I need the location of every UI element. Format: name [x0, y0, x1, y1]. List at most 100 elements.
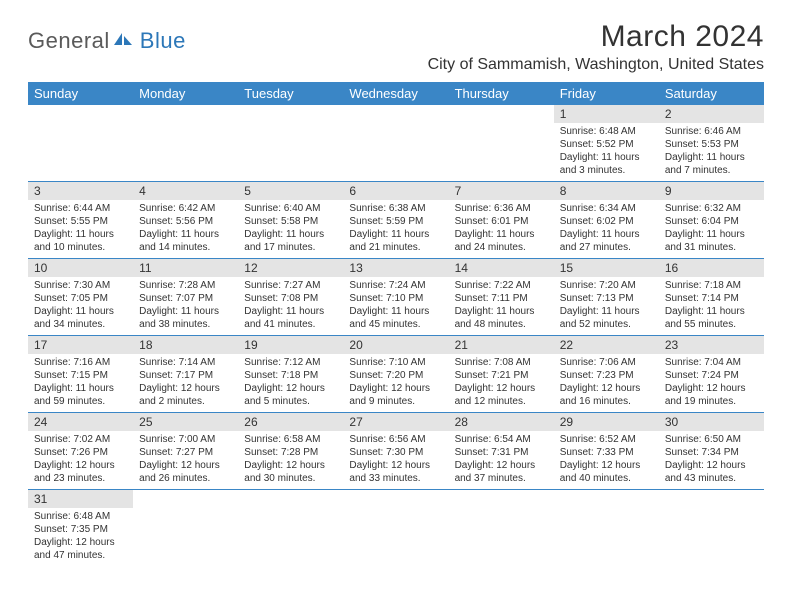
day-details: Sunrise: 6:44 AMSunset: 5:55 PMDaylight:…	[28, 200, 133, 258]
weekday-header: Sunday	[28, 82, 133, 105]
day-number: 25	[133, 413, 238, 431]
day-details: Sunrise: 7:27 AMSunset: 7:08 PMDaylight:…	[238, 277, 343, 335]
calendar-cell	[238, 490, 343, 567]
calendar-cell: 20Sunrise: 7:10 AMSunset: 7:20 PMDayligh…	[343, 336, 448, 413]
calendar-cell: 2Sunrise: 6:46 AMSunset: 5:53 PMDaylight…	[659, 105, 764, 182]
calendar-cell: 25Sunrise: 7:00 AMSunset: 7:27 PMDayligh…	[133, 413, 238, 490]
day-details: Sunrise: 7:28 AMSunset: 7:07 PMDaylight:…	[133, 277, 238, 335]
day-details: Sunrise: 7:04 AMSunset: 7:24 PMDaylight:…	[659, 354, 764, 412]
calendar-cell: 26Sunrise: 6:58 AMSunset: 7:28 PMDayligh…	[238, 413, 343, 490]
day-number: 13	[343, 259, 448, 277]
calendar-cell: 21Sunrise: 7:08 AMSunset: 7:21 PMDayligh…	[449, 336, 554, 413]
calendar-cell: 3Sunrise: 6:44 AMSunset: 5:55 PMDaylight…	[28, 182, 133, 259]
day-number: 29	[554, 413, 659, 431]
day-details: Sunrise: 6:36 AMSunset: 6:01 PMDaylight:…	[449, 200, 554, 258]
calendar-cell: 29Sunrise: 6:52 AMSunset: 7:33 PMDayligh…	[554, 413, 659, 490]
calendar-cell: 22Sunrise: 7:06 AMSunset: 7:23 PMDayligh…	[554, 336, 659, 413]
calendar-cell: 13Sunrise: 7:24 AMSunset: 7:10 PMDayligh…	[343, 259, 448, 336]
day-number: 16	[659, 259, 764, 277]
day-number: 22	[554, 336, 659, 354]
day-details: Sunrise: 7:10 AMSunset: 7:20 PMDaylight:…	[343, 354, 448, 412]
calendar-cell: 30Sunrise: 6:50 AMSunset: 7:34 PMDayligh…	[659, 413, 764, 490]
day-details: Sunrise: 7:14 AMSunset: 7:17 PMDaylight:…	[133, 354, 238, 412]
calendar-cell	[659, 490, 764, 567]
title-block: March 2024 City of Sammamish, Washington…	[428, 20, 764, 74]
calendar-cell: 8Sunrise: 6:34 AMSunset: 6:02 PMDaylight…	[554, 182, 659, 259]
header: General Blue March 2024 City of Sammamis…	[28, 20, 764, 74]
day-number: 4	[133, 182, 238, 200]
calendar-cell: 16Sunrise: 7:18 AMSunset: 7:14 PMDayligh…	[659, 259, 764, 336]
day-number: 30	[659, 413, 764, 431]
day-number: 12	[238, 259, 343, 277]
calendar-cell: 24Sunrise: 7:02 AMSunset: 7:26 PMDayligh…	[28, 413, 133, 490]
weekday-header: Friday	[554, 82, 659, 105]
day-details: Sunrise: 6:54 AMSunset: 7:31 PMDaylight:…	[449, 431, 554, 489]
day-details: Sunrise: 7:12 AMSunset: 7:18 PMDaylight:…	[238, 354, 343, 412]
calendar-cell: 6Sunrise: 6:38 AMSunset: 5:59 PMDaylight…	[343, 182, 448, 259]
day-details: Sunrise: 6:48 AMSunset: 5:52 PMDaylight:…	[554, 123, 659, 181]
day-details: Sunrise: 7:24 AMSunset: 7:10 PMDaylight:…	[343, 277, 448, 335]
calendar-cell	[449, 105, 554, 182]
calendar-cell: 9Sunrise: 6:32 AMSunset: 6:04 PMDaylight…	[659, 182, 764, 259]
calendar-table: Sunday Monday Tuesday Wednesday Thursday…	[28, 82, 764, 566]
day-number: 6	[343, 182, 448, 200]
calendar-cell	[133, 105, 238, 182]
day-number: 7	[449, 182, 554, 200]
day-number: 9	[659, 182, 764, 200]
day-details: Sunrise: 7:20 AMSunset: 7:13 PMDaylight:…	[554, 277, 659, 335]
day-number: 1	[554, 105, 659, 123]
calendar-cell: 12Sunrise: 7:27 AMSunset: 7:08 PMDayligh…	[238, 259, 343, 336]
calendar-cell	[343, 105, 448, 182]
calendar-cell: 19Sunrise: 7:12 AMSunset: 7:18 PMDayligh…	[238, 336, 343, 413]
calendar-cell	[449, 490, 554, 567]
day-number: 18	[133, 336, 238, 354]
day-number: 10	[28, 259, 133, 277]
calendar-cell: 7Sunrise: 6:36 AMSunset: 6:01 PMDaylight…	[449, 182, 554, 259]
sail-icon	[112, 31, 136, 47]
month-title: March 2024	[428, 20, 764, 54]
day-details: Sunrise: 6:50 AMSunset: 7:34 PMDaylight:…	[659, 431, 764, 489]
day-number: 8	[554, 182, 659, 200]
calendar-week-row: 1Sunrise: 6:48 AMSunset: 5:52 PMDaylight…	[28, 105, 764, 182]
calendar-cell	[238, 105, 343, 182]
calendar-cell: 11Sunrise: 7:28 AMSunset: 7:07 PMDayligh…	[133, 259, 238, 336]
day-number: 15	[554, 259, 659, 277]
calendar-week-row: 24Sunrise: 7:02 AMSunset: 7:26 PMDayligh…	[28, 413, 764, 490]
calendar-cell: 4Sunrise: 6:42 AMSunset: 5:56 PMDaylight…	[133, 182, 238, 259]
day-number: 21	[449, 336, 554, 354]
calendar-cell	[554, 490, 659, 567]
calendar-week-row: 17Sunrise: 7:16 AMSunset: 7:15 PMDayligh…	[28, 336, 764, 413]
calendar-cell: 27Sunrise: 6:56 AMSunset: 7:30 PMDayligh…	[343, 413, 448, 490]
day-details: Sunrise: 6:42 AMSunset: 5:56 PMDaylight:…	[133, 200, 238, 258]
calendar-cell	[343, 490, 448, 567]
day-number: 24	[28, 413, 133, 431]
day-details: Sunrise: 7:30 AMSunset: 7:05 PMDaylight:…	[28, 277, 133, 335]
calendar-week-row: 31Sunrise: 6:48 AMSunset: 7:35 PMDayligh…	[28, 490, 764, 567]
day-details: Sunrise: 6:56 AMSunset: 7:30 PMDaylight:…	[343, 431, 448, 489]
calendar-week-row: 3Sunrise: 6:44 AMSunset: 5:55 PMDaylight…	[28, 182, 764, 259]
weekday-header: Saturday	[659, 82, 764, 105]
logo: General Blue	[28, 28, 186, 54]
day-details: Sunrise: 7:06 AMSunset: 7:23 PMDaylight:…	[554, 354, 659, 412]
day-details: Sunrise: 6:38 AMSunset: 5:59 PMDaylight:…	[343, 200, 448, 258]
weekday-header: Thursday	[449, 82, 554, 105]
calendar-cell: 28Sunrise: 6:54 AMSunset: 7:31 PMDayligh…	[449, 413, 554, 490]
weekday-header: Wednesday	[343, 82, 448, 105]
day-number: 2	[659, 105, 764, 123]
calendar-cell	[133, 490, 238, 567]
logo-text-general: General	[28, 28, 110, 54]
day-number: 3	[28, 182, 133, 200]
day-details: Sunrise: 7:08 AMSunset: 7:21 PMDaylight:…	[449, 354, 554, 412]
day-details: Sunrise: 6:34 AMSunset: 6:02 PMDaylight:…	[554, 200, 659, 258]
calendar-cell: 5Sunrise: 6:40 AMSunset: 5:58 PMDaylight…	[238, 182, 343, 259]
day-number: 23	[659, 336, 764, 354]
calendar-cell: 23Sunrise: 7:04 AMSunset: 7:24 PMDayligh…	[659, 336, 764, 413]
calendar-cell: 14Sunrise: 7:22 AMSunset: 7:11 PMDayligh…	[449, 259, 554, 336]
day-details: Sunrise: 6:48 AMSunset: 7:35 PMDaylight:…	[28, 508, 133, 566]
calendar-cell: 1Sunrise: 6:48 AMSunset: 5:52 PMDaylight…	[554, 105, 659, 182]
calendar-cell: 15Sunrise: 7:20 AMSunset: 7:13 PMDayligh…	[554, 259, 659, 336]
day-number: 5	[238, 182, 343, 200]
day-number: 20	[343, 336, 448, 354]
weekday-header-row: Sunday Monday Tuesday Wednesday Thursday…	[28, 82, 764, 105]
day-details: Sunrise: 6:46 AMSunset: 5:53 PMDaylight:…	[659, 123, 764, 181]
